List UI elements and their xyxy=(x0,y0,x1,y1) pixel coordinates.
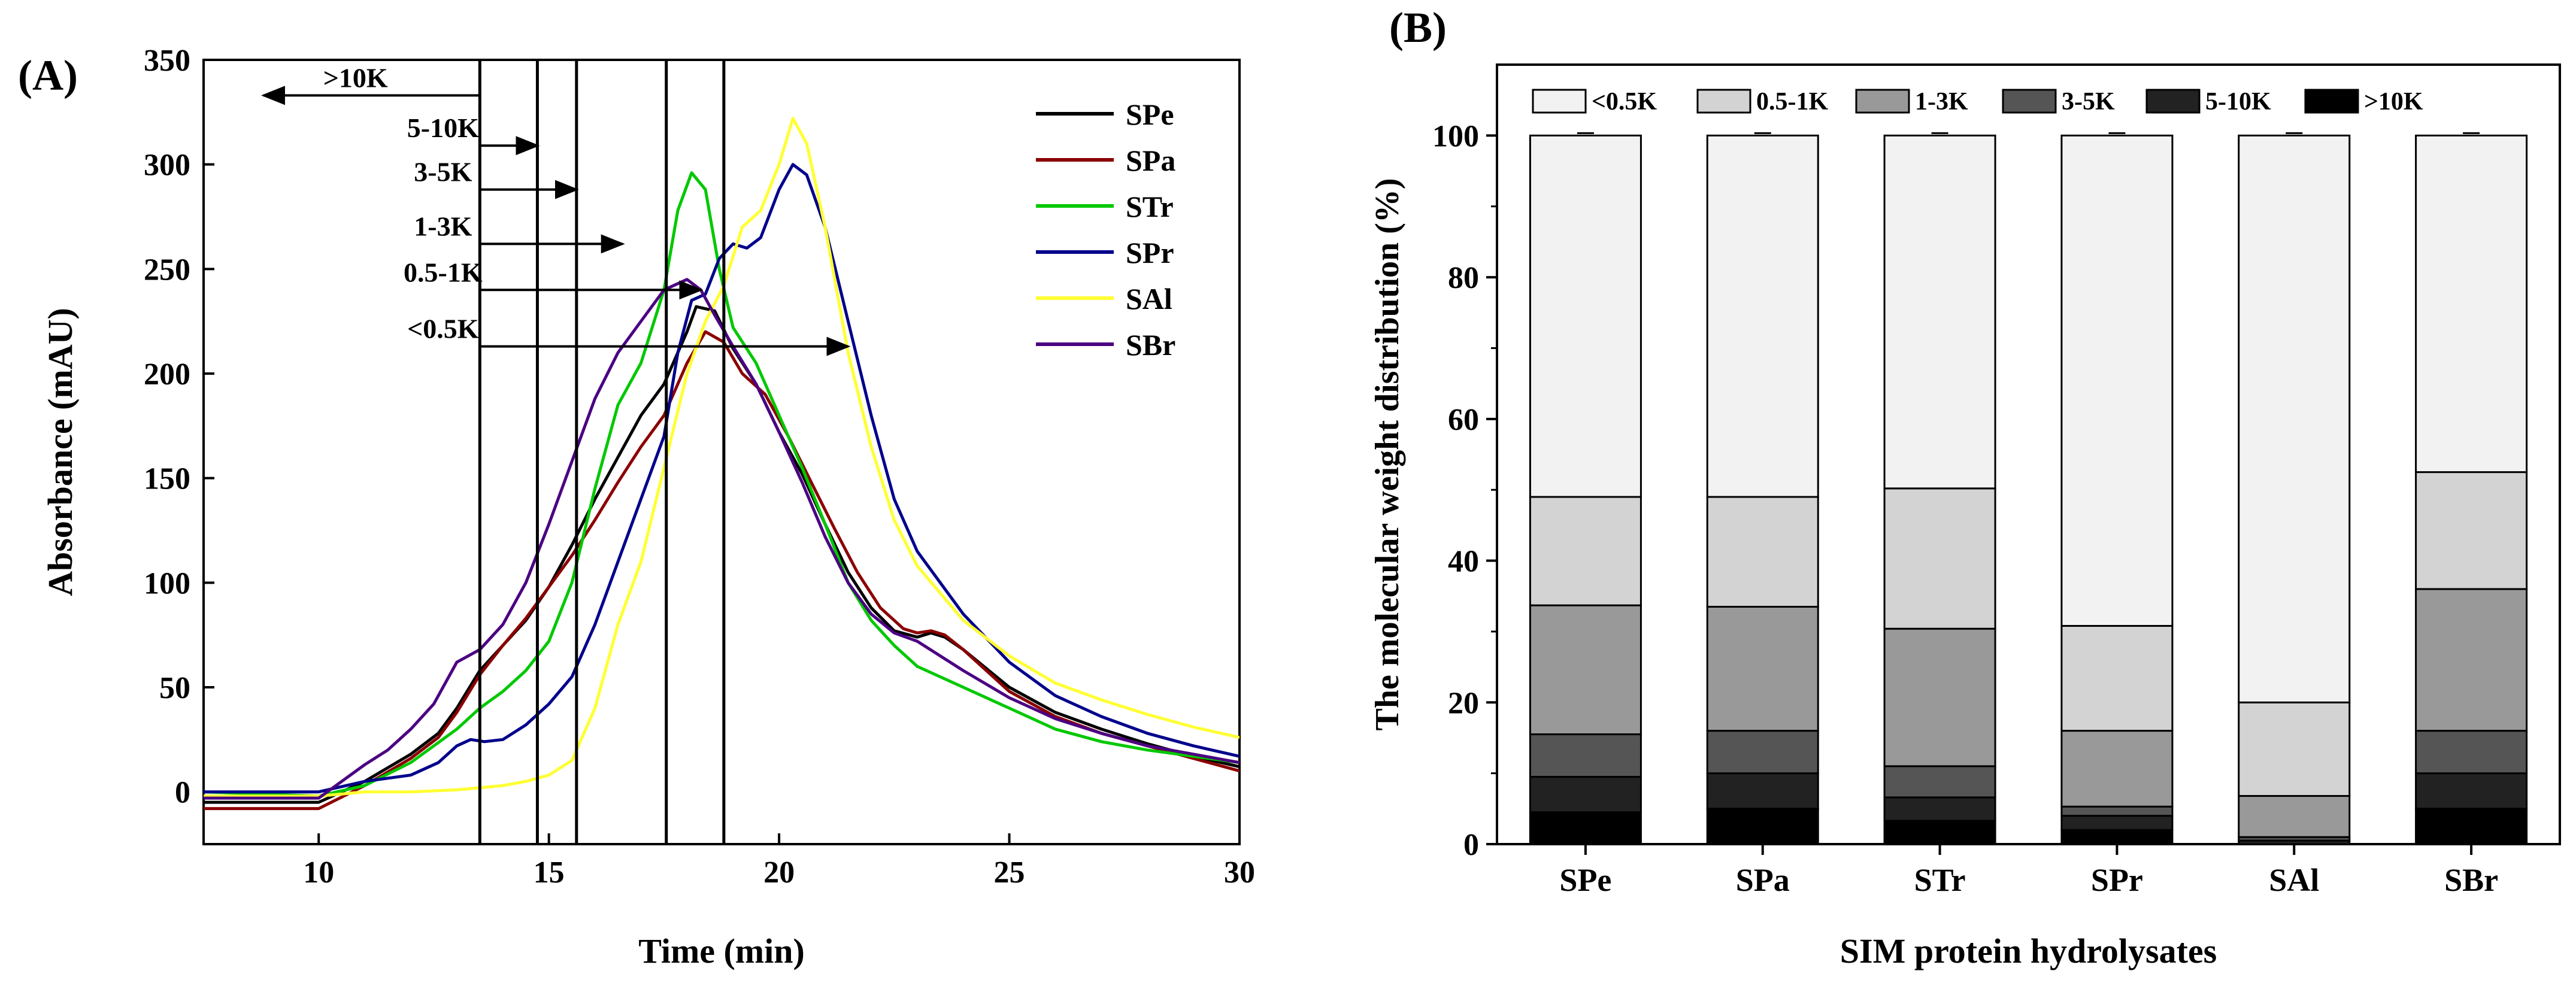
plot-area-frame xyxy=(202,59,1241,845)
bar-segment-spe-1 xyxy=(1529,776,1642,814)
bar-segment-str-3 xyxy=(1883,627,1996,768)
bar-segment-spe-5 xyxy=(1529,134,1642,498)
bar-segment-sal-3 xyxy=(2238,795,2351,838)
x-tick-label-str: STr xyxy=(1914,862,1966,898)
panel-b-label: (B) xyxy=(1389,4,1447,51)
y-tick-label: 40 xyxy=(1448,545,1479,579)
legend-swatch xyxy=(1532,89,1587,114)
plot-area-frame xyxy=(1496,63,2561,845)
series-line-spa xyxy=(204,330,1239,811)
legend-label: 1-3K xyxy=(1915,88,1968,116)
legend-label: >10K xyxy=(2364,88,2423,116)
bar-segment-spa-2 xyxy=(1706,730,1819,775)
bar-segment-spr-1 xyxy=(2060,815,2174,831)
bar-segment-spa-3 xyxy=(1706,605,1819,732)
y-tick-label: 0 xyxy=(1463,828,1479,862)
series-lines xyxy=(204,117,1239,811)
bar-segment-sbr-0 xyxy=(2415,808,2528,845)
x-tick-label: 20 xyxy=(763,856,795,890)
legend-label: 3-5K xyxy=(2062,88,2115,116)
bar-segment-str-4 xyxy=(1883,487,1996,630)
y-tick-label: 200 xyxy=(144,357,190,392)
annotation-label: >10K xyxy=(323,62,388,93)
y-axis-title: The molecular weight distribution (%) xyxy=(1369,178,1406,731)
x-axis-title: Time (min) xyxy=(638,932,805,970)
y-tick-label: 100 xyxy=(1432,119,1479,153)
series-line-spr xyxy=(204,163,1239,794)
legend-label-spr: SPr xyxy=(1126,236,1174,269)
bar-segment-spe-2 xyxy=(1529,733,1642,778)
y-tick-label: 50 xyxy=(159,671,190,705)
y-tick-label: 60 xyxy=(1448,403,1479,437)
bar-segment-sbr-1 xyxy=(2415,772,2528,810)
annotation-label: 0.5-1K xyxy=(404,257,483,287)
legend-swatch xyxy=(2304,89,2359,114)
legend-label-str: STr xyxy=(1126,190,1174,223)
legend-swatch xyxy=(2002,89,2057,114)
bar-segment-str-2 xyxy=(1883,765,1996,799)
x-tick-label-spr: SPr xyxy=(2091,862,2143,898)
x-tick-label: 25 xyxy=(994,856,1025,890)
x-tick-label: 10 xyxy=(303,856,334,890)
annotation-label: 5-10K xyxy=(407,113,479,143)
legend-label-spa: SPa xyxy=(1126,144,1175,177)
legend-swatch xyxy=(2145,89,2201,114)
bar-segment-spr-2 xyxy=(2060,805,2174,817)
bar-segment-sbr-4 xyxy=(2415,471,2528,590)
bar-segment-sbr-2 xyxy=(2415,730,2528,775)
y-tick-label: 150 xyxy=(144,462,190,496)
legend-label-spe: SPe xyxy=(1126,98,1174,131)
x-tick-label: 30 xyxy=(1224,856,1255,890)
x-tick-label-sbr: SBr xyxy=(2444,862,2498,898)
bar-segment-spr-5 xyxy=(2060,134,2174,627)
bar-segment-sal-4 xyxy=(2238,701,2351,797)
annotation-label: 1-3K xyxy=(414,211,472,241)
y-axis-title: Absorbance (mAU) xyxy=(41,308,80,596)
bar-segment-spe-0 xyxy=(1529,811,1642,845)
bar-segment-spa-1 xyxy=(1706,772,1819,810)
legend-label-sal: SAl xyxy=(1126,282,1172,316)
y-tick-label: 100 xyxy=(144,566,190,600)
legend-label-sbr: SBr xyxy=(1126,328,1175,362)
y-tick-label: 80 xyxy=(1448,261,1479,295)
panel-a-line-chart: 0 50 100 150 200 250 300 350 10 15 20 25 30 Time (min… xyxy=(41,44,1255,970)
series-line-sbr xyxy=(204,278,1239,800)
y-tick-label: 350 xyxy=(144,44,190,78)
y-tick-label: 0 xyxy=(175,776,190,810)
x-tick-label-spa: SPa xyxy=(1736,862,1790,898)
bar-segment-str-5 xyxy=(1883,134,1996,490)
bar-segment-str-0 xyxy=(1883,820,1996,845)
bar-segment-spr-0 xyxy=(2060,829,2174,845)
x-axis-title: SIM protein hydrolysates xyxy=(1840,932,2217,970)
x-tick-label-sal: SAl xyxy=(2269,862,2319,898)
bar-segment-spa-4 xyxy=(1706,496,1819,608)
y-tick-label: 300 xyxy=(144,148,190,183)
y-tick-label: 20 xyxy=(1448,686,1479,720)
bar-segment-spe-3 xyxy=(1529,604,1642,736)
y-tick-label: 250 xyxy=(144,253,190,287)
legend-label: 0.5-1K xyxy=(1756,88,1828,116)
series-line-sal xyxy=(204,117,1239,798)
bar-segment-sbr-3 xyxy=(2415,588,2528,732)
legend-swatch xyxy=(1696,89,1751,114)
x-tick-label-spe: SPe xyxy=(1559,862,1611,898)
bar-segment-spe-4 xyxy=(1529,496,1642,606)
bar-segment-sbr-5 xyxy=(2415,134,2528,474)
series-line-str xyxy=(204,171,1239,798)
bar-segment-spr-4 xyxy=(2060,624,2174,732)
legend-label: <0.5K xyxy=(1592,88,1657,116)
annotation-label: <0.5K xyxy=(407,314,479,344)
bar-segment-spr-3 xyxy=(2060,730,2174,808)
bar-segment-sal-5 xyxy=(2238,134,2351,703)
panel-a-label: (A) xyxy=(18,51,78,99)
bar-segment-str-1 xyxy=(1883,796,1996,822)
annotation-label: 3-5K xyxy=(414,157,472,187)
legend-swatch xyxy=(1855,89,1910,114)
legend-label: 5-10K xyxy=(2205,88,2271,116)
bar-segment-spa-5 xyxy=(1706,134,1819,498)
x-tick-label: 15 xyxy=(534,856,565,890)
bar-segment-spa-0 xyxy=(1706,808,1819,845)
panel-b-stacked-bar-chart: 0 20 40 60 80 100 SPe SPa STr SPr SAl SBr SIM protei… xyxy=(1369,63,2561,970)
